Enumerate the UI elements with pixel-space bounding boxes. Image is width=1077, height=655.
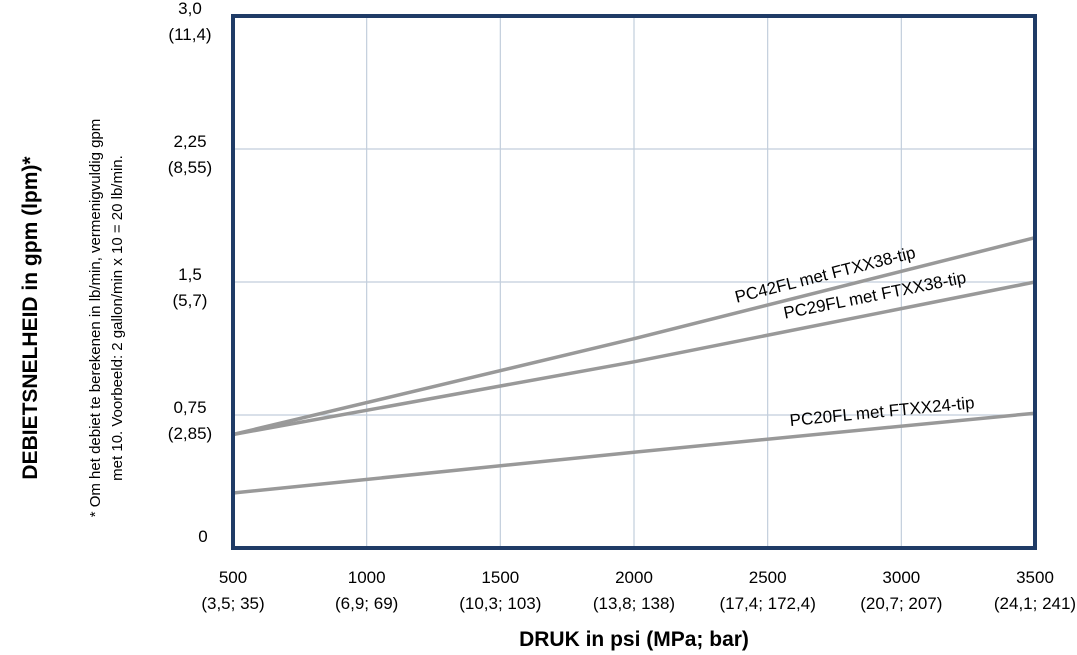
footnote-line-1: * Om het debiet te berekenen in lb/min, … [87,119,104,518]
y-tick-label: 3,0 [178,0,202,18]
y-axis-title: DEBIETSNELHEID in gpm (lpm)* [19,156,42,480]
y-tick-labels: 0 0,75 (2,85) 1,5 (5,7) 2,25 (8,55) 3,0 (11,4) [168,0,212,546]
x-tick-label: 3500 [1016,568,1054,587]
series-label: PC20FL met FTXX24-tip [789,393,975,430]
x-tick-sublabel: (3,5; 35) [201,594,264,613]
y-tick-label: 2,25 [173,132,206,151]
x-axis-title: DRUK in psi (MPa; bar) [519,628,749,651]
series-lines [231,235,1037,495]
series-line [231,235,1037,437]
x-tick-label: 3000 [882,568,920,587]
x-tick-label: 500 [219,568,247,587]
x-tick-sublabel: (6,9; 69) [335,594,398,613]
y-tick-sublabel: (11,4) [168,25,211,44]
grid-lines [233,16,1035,548]
x-tick-sublabel: (20,7; 207) [860,594,942,613]
plot-frame [231,14,1037,550]
y-tick-sublabel: (8,55) [168,158,212,177]
x-tick-sublabel: (13,8; 138) [593,594,675,613]
series-line [231,411,1037,495]
y-tick-label: 0 [198,527,207,546]
y-tick-sublabel: (2,85) [168,424,212,443]
x-tick-sublabel: (10,3; 103) [459,594,541,613]
x-tick-label: 2500 [749,568,787,587]
y-tick-label: 0,75 [173,398,206,417]
y-tick-sublabel: (5,7) [173,291,208,310]
footnote-line-2: met 10. Voorbeeld: 2 gallon/min x 10 = 2… [109,155,126,481]
x-tick-sublabel: (24,1; 241) [994,594,1076,613]
x-tick-labels: 500 (3,5; 35) 1000 (6,9; 69) 1500 (10,3; 103)… [201,568,1076,613]
series-line [231,280,1037,437]
y-tick-label: 1,5 [178,265,202,284]
x-tick-label: 1000 [348,568,386,587]
x-tick-label: 2000 [615,568,653,587]
x-tick-label: 1500 [481,568,519,587]
x-tick-sublabel: (17,4; 172,4) [719,594,815,613]
